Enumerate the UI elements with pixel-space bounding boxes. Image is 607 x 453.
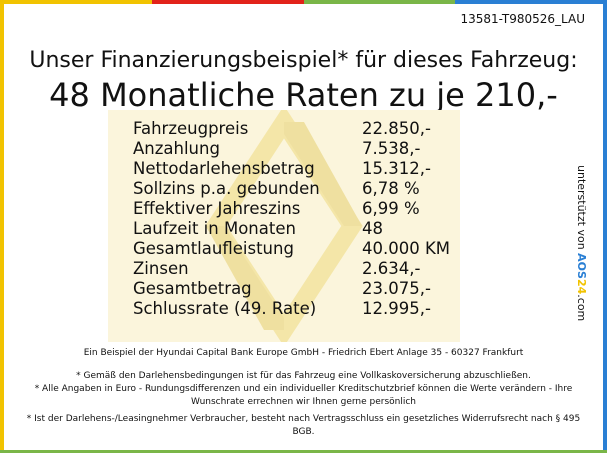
brand-part1: AOS — [575, 253, 588, 279]
spec-label: Nettodarlehensbetrag — [133, 159, 315, 178]
spec-row: Sollzins p.a. gebunden 6,78 % — [133, 179, 450, 199]
spec-value: 22.850,- — [362, 119, 431, 138]
spec-label: Gesamtbetrag — [133, 279, 252, 298]
spec-label: Sollzins p.a. gebunden — [133, 179, 320, 198]
bottom-color-border — [0, 450, 607, 453]
spec-row: Gesamtbetrag 23.075,- — [133, 279, 450, 299]
spec-label: Zinsen — [133, 259, 189, 278]
spec-row: Laufzeit in Monaten 48 — [133, 219, 450, 239]
headline-financing: Unser Finanzierungsbeispiel* für dieses … — [29, 48, 578, 73]
insurance-note: * Gemäß den Darlehensbedingungen ist für… — [76, 371, 531, 381]
spec-value: 2.634,- — [362, 259, 421, 278]
sponsor-prefix: unterstützt von — [575, 165, 588, 254]
right-color-border — [603, 0, 607, 453]
spec-value: 6,99 % — [362, 199, 420, 218]
financing-specs: Fahrzeugpreis 22.850,- Anzahlung 7.538,- N… — [133, 119, 450, 319]
spec-label: Fahrzeugpreis — [133, 119, 249, 138]
spec-row: Zinsen 2.634,- — [133, 259, 450, 279]
spec-value: 23.075,- — [362, 279, 431, 298]
spec-value: 6,78 % — [362, 179, 420, 198]
spec-row: Nettodarlehensbetrag 15.312,- — [133, 159, 450, 179]
amounts-note: * Alle Angaben in Euro - Rundungsdiffere… — [34, 384, 573, 407]
spec-value: 12.995,- — [362, 299, 431, 318]
bank-note: Ein Beispiel der Hyundai Capital Bank Eu… — [83, 348, 524, 358]
brand-part2: 24 — [575, 278, 588, 295]
renault-logo-icon — [108, 110, 460, 342]
sponsor-badge: unterstützt von AOS24.com — [571, 165, 591, 335]
spec-label: Gesamtlaufleistung — [133, 239, 294, 258]
spec-value: 40.000 KM — [362, 239, 451, 258]
top-color-border — [0, 0, 607, 4]
spec-row: Effektiver Jahreszins 6,99 % — [133, 199, 450, 219]
spec-label: Anzahlung — [133, 139, 220, 158]
spec-value: 7.538,- — [362, 139, 421, 158]
sponsor-text: unterstützt von AOS24.com — [571, 165, 591, 335]
spec-label: Laufzeit in Monaten — [133, 219, 296, 238]
left-color-border — [0, 0, 4, 453]
spec-value: 48 — [362, 219, 383, 238]
spec-row: Gesamtlaufleistung 40.000 KM — [133, 239, 450, 259]
spec-row: Fahrzeugpreis 22.850,- — [133, 119, 450, 139]
headline-monthly-rate: 48 Monatliche Raten zu je 210,- — [49, 76, 558, 114]
reference-code: 13581-T980526_LAU — [460, 12, 586, 26]
spec-label: Effektiver Jahreszins — [133, 199, 301, 218]
withdrawal-note: * Ist der Darlehens-/Leasingnehmer Verbr… — [26, 414, 581, 437]
spec-value: 15.312,- — [362, 159, 431, 178]
spec-row: Anzahlung 7.538,- — [133, 139, 450, 159]
spec-label: Schlussrate (49. Rate) — [133, 299, 317, 318]
spec-row: Schlussrate (49. Rate) 12.995,- — [133, 299, 450, 319]
brand-suffix: .com — [575, 294, 588, 322]
